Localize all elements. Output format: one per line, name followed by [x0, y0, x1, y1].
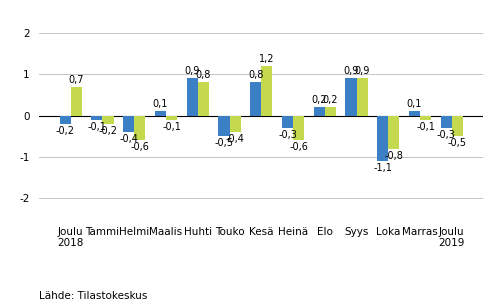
Bar: [325, 107, 336, 116]
Text: -0,6: -0,6: [130, 142, 149, 152]
Bar: [60, 116, 70, 124]
Bar: [103, 116, 113, 124]
Bar: [409, 111, 420, 116]
Bar: [250, 82, 261, 116]
Text: 0,9: 0,9: [354, 66, 370, 76]
Text: 0,1: 0,1: [407, 99, 422, 109]
Bar: [70, 87, 82, 116]
Bar: [441, 116, 452, 128]
Bar: [293, 116, 304, 140]
Bar: [166, 116, 177, 120]
Text: 0,2: 0,2: [312, 95, 327, 105]
Text: -0,1: -0,1: [416, 122, 435, 132]
Bar: [134, 116, 145, 140]
Text: -0,1: -0,1: [162, 122, 181, 132]
Text: -0,6: -0,6: [289, 142, 308, 152]
Bar: [282, 116, 293, 128]
Bar: [261, 66, 273, 116]
Text: -0,3: -0,3: [278, 130, 297, 140]
Text: 0,8: 0,8: [248, 71, 263, 80]
Text: -0,4: -0,4: [226, 134, 245, 144]
Bar: [230, 116, 241, 132]
Bar: [91, 116, 103, 120]
Bar: [346, 78, 356, 116]
Text: 0,8: 0,8: [196, 71, 211, 80]
Bar: [187, 78, 198, 116]
Text: -0,5: -0,5: [214, 138, 234, 148]
Bar: [452, 116, 463, 136]
Text: 0,9: 0,9: [184, 66, 200, 76]
Text: -0,2: -0,2: [56, 126, 74, 136]
Text: 0,2: 0,2: [322, 95, 338, 105]
Text: 0,7: 0,7: [69, 74, 84, 85]
Bar: [377, 116, 388, 161]
Bar: [388, 116, 399, 149]
Text: -0,3: -0,3: [437, 130, 456, 140]
Bar: [155, 111, 166, 116]
Bar: [123, 116, 134, 132]
Text: -0,5: -0,5: [448, 138, 467, 148]
Bar: [356, 78, 368, 116]
Text: -0,4: -0,4: [119, 134, 138, 144]
Text: 0,1: 0,1: [153, 99, 168, 109]
Text: -1,1: -1,1: [373, 163, 392, 173]
Text: -0,1: -0,1: [87, 122, 106, 132]
Bar: [314, 107, 325, 116]
Text: 1,2: 1,2: [259, 54, 275, 64]
Text: -0,8: -0,8: [385, 151, 403, 161]
Bar: [198, 82, 209, 116]
Bar: [420, 116, 431, 120]
Bar: [218, 116, 230, 136]
Text: -0,2: -0,2: [99, 126, 117, 136]
Text: 0,9: 0,9: [343, 66, 359, 76]
Text: Lähde: Tilastokeskus: Lähde: Tilastokeskus: [39, 291, 148, 301]
